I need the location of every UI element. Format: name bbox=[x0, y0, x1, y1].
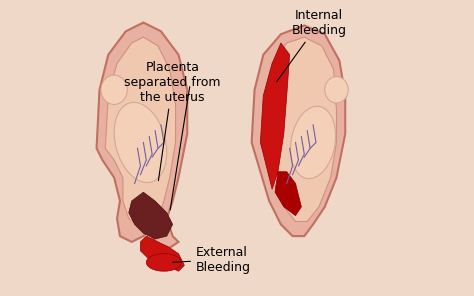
Polygon shape bbox=[129, 192, 173, 239]
Polygon shape bbox=[260, 43, 290, 189]
Ellipse shape bbox=[291, 106, 336, 179]
Text: Placenta
separated from
the uterus: Placenta separated from the uterus bbox=[124, 61, 221, 181]
Polygon shape bbox=[105, 37, 175, 224]
Ellipse shape bbox=[146, 254, 182, 271]
Polygon shape bbox=[140, 236, 184, 271]
Text: External
Bleeding: External Bleeding bbox=[173, 245, 251, 274]
Text: Internal
Bleeding: Internal Bleeding bbox=[277, 9, 346, 82]
Polygon shape bbox=[97, 22, 187, 248]
Ellipse shape bbox=[325, 77, 348, 103]
Polygon shape bbox=[260, 37, 337, 221]
Ellipse shape bbox=[114, 102, 167, 183]
Ellipse shape bbox=[101, 75, 128, 104]
Polygon shape bbox=[252, 25, 345, 236]
Polygon shape bbox=[275, 172, 301, 215]
